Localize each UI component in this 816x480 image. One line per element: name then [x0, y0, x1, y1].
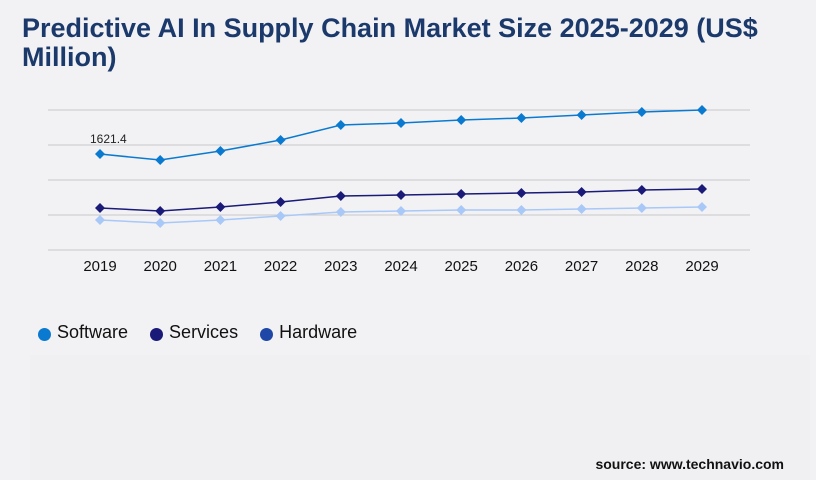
data-point-software	[396, 118, 406, 129]
data-point-hardware	[335, 206, 346, 217]
x-tick-label: 2025	[445, 258, 478, 275]
data-point-hardware	[576, 204, 587, 215]
legend-marker	[38, 328, 51, 341]
data-point-software	[636, 107, 647, 118]
data-point-hardware	[456, 204, 467, 215]
chart-title: Predictive AI In Supply Chain Market Siz…	[22, 13, 758, 72]
x-tick-label: 2027	[565, 258, 598, 275]
data-point-software	[335, 120, 346, 131]
legend-marker	[260, 328, 274, 341]
legend: Software Services Hardware	[38, 322, 357, 343]
data-point-services	[275, 196, 286, 207]
data-point-hardware	[636, 203, 647, 214]
data-point-services	[697, 184, 707, 195]
data-point-hardware	[396, 205, 406, 216]
data-point-services	[335, 191, 346, 202]
data-point-software	[576, 110, 587, 121]
data-point-services	[155, 205, 166, 216]
data-point-hardware	[697, 202, 707, 213]
x-tick-label: 2020	[144, 258, 177, 275]
data-point-software	[95, 149, 105, 160]
legend-marker	[150, 328, 164, 341]
data-point-software	[155, 155, 166, 166]
source-text: source: www.technavio.com	[595, 456, 784, 472]
legend-label: Hardware	[279, 322, 358, 342]
x-tick-label: 2024	[384, 258, 417, 275]
data-point-hardware	[215, 214, 226, 225]
series-line-software	[99, 109, 703, 161]
x-tick-label: 2023	[324, 258, 357, 275]
data-point-hardware	[95, 214, 105, 225]
data-point-services	[456, 189, 467, 199]
legend-item-hardware: Hardware	[260, 322, 357, 343]
data-label: 1621.4	[90, 132, 127, 146]
legend-label: Services	[169, 322, 239, 342]
data-point-hardware	[275, 211, 286, 222]
data-point-software	[697, 105, 707, 115]
data-point-services	[215, 202, 226, 213]
data-point-services	[636, 185, 647, 196]
x-tick-label: 2021	[204, 258, 237, 275]
x-tick-label: 2019	[83, 258, 116, 275]
background-panel	[30, 355, 810, 480]
x-tick-label: 2022	[264, 258, 297, 275]
legend-label: Software	[57, 322, 129, 342]
x-tick-label: 2028	[625, 258, 658, 275]
data-point-services	[95, 203, 105, 214]
data-point-services	[396, 190, 406, 201]
data-point-software	[215, 146, 226, 157]
data-point-services	[576, 186, 587, 197]
x-tick-label: 2029	[685, 258, 718, 275]
data-point-hardware	[155, 218, 166, 229]
data-point-software	[516, 112, 527, 123]
data-point-software	[275, 135, 286, 146]
data-point-software	[456, 115, 467, 126]
data-point-services	[516, 187, 527, 198]
legend-item-software: Software	[38, 322, 128, 343]
data-point-hardware	[516, 204, 527, 215]
x-tick-label: 2026	[505, 258, 538, 275]
legend-item-services: Services	[150, 322, 238, 343]
line-chart: 2019 2020 2021 2022 2023 2024 2025 2026 2027 2028…	[48, 105, 750, 275]
